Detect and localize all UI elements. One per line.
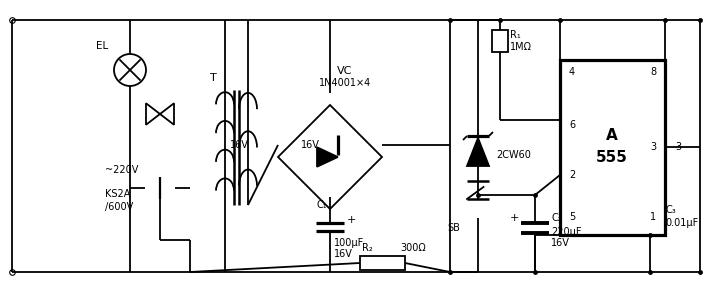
Bar [360,256,405,270]
Text: KS2A: KS2A [105,189,130,199]
Polygon shape [160,103,174,125]
Text: 16V: 16V [230,140,248,150]
Text: 2CW60: 2CW60 [496,150,531,160]
Text: VC: VC [337,66,352,76]
Text: ~220V: ~220V [105,165,139,175]
Text: 1: 1 [650,212,656,222]
Polygon shape [467,138,489,166]
Text: 1MΩ: 1MΩ [510,42,532,52]
Text: 4: 4 [569,67,575,77]
Text: 3: 3 [675,142,681,152]
Text: 3: 3 [650,142,656,152]
Text: 300Ω: 300Ω [400,243,425,253]
Polygon shape [146,103,160,125]
Text: T: T [209,73,217,83]
Text: 555: 555 [596,149,628,165]
Polygon shape [317,147,337,167]
Polygon shape [278,105,382,209]
Text: R₁: R₁ [510,30,521,40]
Text: /600V: /600V [105,202,133,212]
Text: 100μF: 100μF [334,238,364,248]
Text: A: A [606,127,618,143]
Text: 16V: 16V [551,238,570,248]
Bar [560,60,665,235]
Text: EL: EL [96,41,108,51]
Text: 5: 5 [569,212,575,222]
Text: 1N4001×4: 1N4001×4 [319,78,371,88]
Text: R₂: R₂ [362,243,373,253]
Text: +: + [347,215,356,225]
Text: 220μF: 220μF [551,227,581,237]
Text: SB: SB [447,223,460,233]
Text: 16V: 16V [300,140,320,150]
Text: C₃: C₃ [665,205,676,215]
Text: 0.01μF: 0.01μF [665,218,699,228]
Text: C₂: C₂ [551,213,561,223]
Text: 16V: 16V [334,249,353,259]
Circle shape [114,54,146,86]
Bar [492,30,508,52]
Text: C₁: C₁ [316,200,327,210]
Text: 8: 8 [650,67,656,77]
Text: +: + [510,213,519,223]
Text: 2: 2 [569,170,575,180]
Text: 6: 6 [569,120,575,130]
